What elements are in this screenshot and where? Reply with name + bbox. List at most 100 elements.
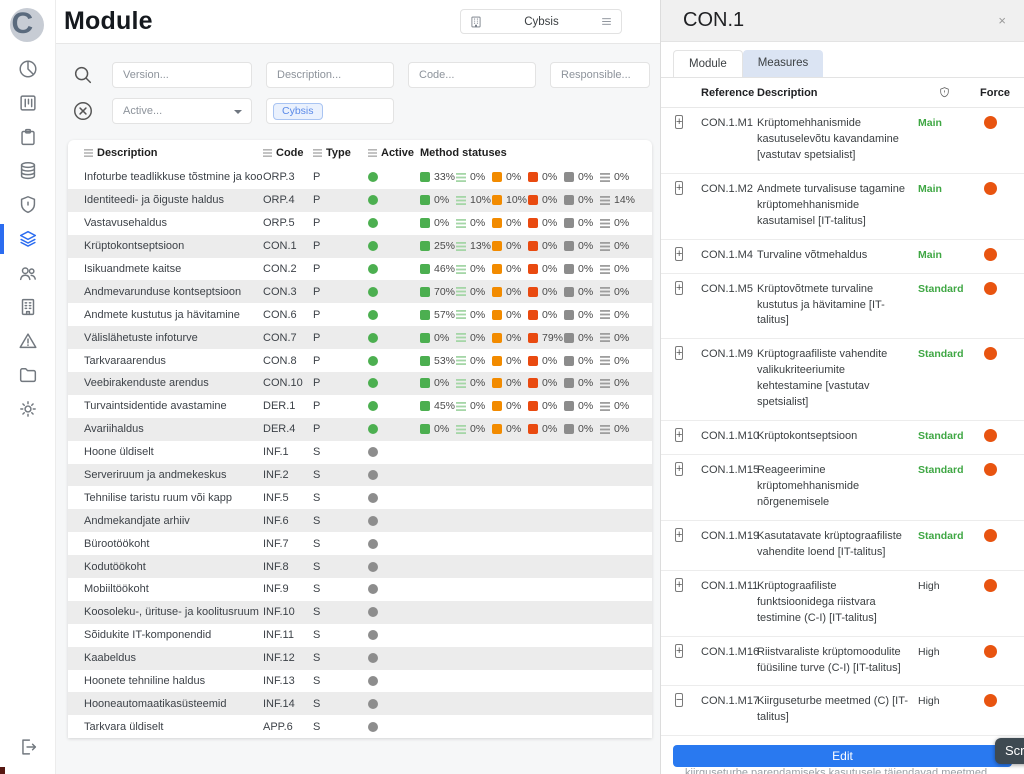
expand-icon[interactable]: +: [675, 428, 684, 443]
expand-icon[interactable]: +: [675, 246, 684, 261]
status-percent: 0%: [470, 354, 486, 367]
expand-icon[interactable]: +: [675, 346, 684, 361]
table-row[interactable]: Isikuandmete kaitse CON.2 P 46% 0% 0% 0% 0% 0%: [68, 258, 652, 281]
table-row[interactable]: Välislähetuste infoturve CON.7 P 0% 0% 0% 79% 0…: [68, 326, 652, 350]
logo-ring: [9, 8, 44, 42]
collapse-icon[interactable]: −: [675, 693, 684, 708]
status-percent: 0%: [578, 377, 594, 390]
measure-row[interactable]: + CON.1.M4 Turvaline võtmehaldus Main: [661, 240, 1024, 274]
col-active[interactable]: Active: [381, 147, 415, 159]
tag-filter-field[interactable]: Cybsis: [266, 98, 394, 124]
table-row[interactable]: Serveriruum ja andmekeskus INF.2 S: [68, 463, 652, 487]
measure-row[interactable]: + CON.1.M9 Krüptograafiliste vahendite val…: [661, 339, 1024, 422]
method-status: 0%: [528, 217, 564, 229]
table-row[interactable]: Turvaintsidentide avastamine DER.1 P 45% 0% 0…: [68, 395, 652, 418]
status-square-icon: [528, 241, 538, 252]
close-icon[interactable]: ×: [998, 13, 1006, 28]
measure-row[interactable]: + CON.1.M10 Krüptokontseptsioon Standard: [661, 421, 1024, 456]
tab-module[interactable]: Module: [673, 50, 743, 77]
sidebar-item-board[interactable]: [0, 92, 55, 114]
sidebar-item-assets[interactable]: [0, 160, 55, 182]
method-status: 70%: [420, 286, 456, 298]
expand-icon[interactable]: +: [675, 462, 684, 477]
page-title: Module: [64, 7, 153, 35]
active-filter-placeholder: Active...: [123, 105, 163, 117]
table-row[interactable]: Kodutöökoht INF.8 S: [68, 555, 652, 579]
method-status: 0%: [564, 286, 600, 298]
table-row[interactable]: Hooneautomaatikasüsteemid INF.14 S: [68, 692, 652, 716]
module-description: Hoone üldiselt: [84, 446, 154, 459]
table-row[interactable]: Bürootöökoht INF.7 S: [68, 532, 652, 555]
measure-row[interactable]: + CON.1.M11 Krüptograafiliste funktsioonid…: [661, 571, 1024, 637]
sidebar-item-security[interactable]: [0, 194, 55, 216]
col-code[interactable]: Code: [276, 147, 304, 159]
sidebar-item-organization[interactable]: [0, 296, 55, 318]
status-square-icon: [492, 286, 502, 297]
table-row[interactable]: Krüptokontseptsioon CON.1 P 25% 13% 0% 0% 0% 0%: [68, 234, 652, 258]
responsible-filter-input[interactable]: [550, 62, 650, 88]
table-row[interactable]: Andmekandjate arhiiv INF.6 S: [68, 509, 652, 533]
status-percent: 0%: [434, 217, 450, 230]
logout-button[interactable]: [0, 736, 55, 758]
sidebar-item-risks[interactable]: [0, 330, 55, 352]
table-row[interactable]: Sõidukite IT-komponendid INF.11 S: [68, 624, 652, 647]
sidebar-item-modules[interactable]: [0, 224, 55, 254]
table-row[interactable]: Andmete kustutus ja hävitamine CON.6 P 57% 0…: [68, 303, 652, 326]
active-status-dot: [368, 241, 378, 252]
measure-row[interactable]: + CON.1.M19 Kasutatavate krüptograafiliste…: [661, 521, 1024, 571]
description-filter-input[interactable]: [266, 62, 394, 88]
col-type[interactable]: Type: [326, 147, 351, 159]
table-row[interactable]: Hoone üldiselt INF.1 S: [68, 441, 652, 464]
code-filter-input[interactable]: [408, 62, 536, 88]
expand-icon[interactable]: +: [675, 643, 684, 658]
status-percent: 13%: [470, 240, 492, 253]
sidebar-item-dashboard[interactable]: [0, 58, 55, 80]
sidebar-item-users[interactable]: [0, 262, 55, 284]
measure-row[interactable]: + CON.1.M15 Reageerimine krüptomehhanismid…: [661, 455, 1024, 521]
method-status: 0%: [564, 263, 600, 275]
table-row[interactable]: Hoonete tehniline haldus INF.13 S: [68, 670, 652, 693]
cybsis-chip[interactable]: Cybsis: [273, 102, 323, 120]
table-row[interactable]: Andmevarunduse kontseptsioon CON.3 P 70% 0% 0…: [68, 280, 652, 304]
table-row[interactable]: Identiteedi- ja õiguste haldus ORP.4 P 0% 10…: [68, 188, 652, 212]
org-selector[interactable]: Cybsis: [460, 9, 622, 34]
tab-measures[interactable]: Measures: [742, 50, 824, 77]
measure-row[interactable]: + CON.1.M16 Riistvaraliste krüptomoodulite…: [661, 637, 1024, 687]
expand-icon[interactable]: +: [675, 577, 684, 592]
table-row[interactable]: Mobiiltöökoht INF.9 S: [68, 578, 652, 601]
sidebar-item-tasks[interactable]: [0, 126, 55, 148]
table-row[interactable]: Avariihaldus DER.4 P 0% 0% 0% 0% 0% 0%: [68, 417, 652, 441]
expand-icon[interactable]: +: [675, 115, 684, 129]
measure-row[interactable]: + CON.1.M2 Andmete turvalisuse tagamine kr…: [661, 174, 1024, 240]
active-filter-select[interactable]: Active...: [112, 98, 252, 124]
clear-filters-icon[interactable]: [68, 100, 98, 122]
screenshot-button[interactable]: Scre: [995, 738, 1024, 764]
table-row[interactable]: Kaabeldus INF.12 S: [68, 646, 652, 670]
status-square-icon: [492, 218, 502, 229]
expand-icon[interactable]: +: [675, 527, 684, 542]
expand-icon[interactable]: +: [675, 280, 684, 295]
expand-icon[interactable]: +: [675, 180, 684, 195]
table-row[interactable]: Tehnilise taristu ruum või kapp INF.5 S: [68, 486, 652, 509]
version-filter-input[interactable]: [112, 62, 252, 88]
table-row[interactable]: Tarkvara üldiselt APP.6 S: [68, 715, 652, 738]
table-row[interactable]: Veebirakenduste arendus CON.10 P 0% 0% 0% 0% 0%…: [68, 372, 652, 395]
measure-level: Main: [918, 182, 942, 195]
search-icon[interactable]: [68, 64, 98, 86]
table-row[interactable]: Tarkvaraarendus CON.8 P 53% 0% 0% 0% 0% 0%: [68, 349, 652, 372]
sidebar-item-documents[interactable]: [0, 364, 55, 386]
status-percent: 0%: [542, 240, 558, 253]
sidebar-item-settings[interactable]: [0, 398, 55, 420]
module-type: P: [313, 400, 321, 413]
method-status: 0%: [564, 355, 600, 367]
method-status: 0%: [456, 309, 492, 321]
measure-row[interactable]: + CON.1.M1 Krüptomehhanismide kasutuselevõ…: [661, 108, 1024, 174]
measure-row[interactable]: − CON.1.M17 Kiirguseturbe meetmed (C) [IT-…: [661, 686, 1024, 737]
table-row[interactable]: Koosoleku-, ürituse- ja koolitusruum INF.…: [68, 600, 652, 624]
measure-row[interactable]: + CON.1.M5 Krüptovõtmete turvaline kustutu…: [661, 274, 1024, 340]
col-description[interactable]: Description: [97, 147, 158, 159]
status-square-icon: [492, 332, 502, 343]
table-row[interactable]: Infoturbe teadlikkuse tõstmine ja koolit…: [68, 166, 652, 189]
edit-button[interactable]: Edit: [673, 745, 1012, 767]
table-row[interactable]: Vastavusehaldus ORP.5 P 0% 0% 0% 0% 0% 0%: [68, 212, 652, 235]
